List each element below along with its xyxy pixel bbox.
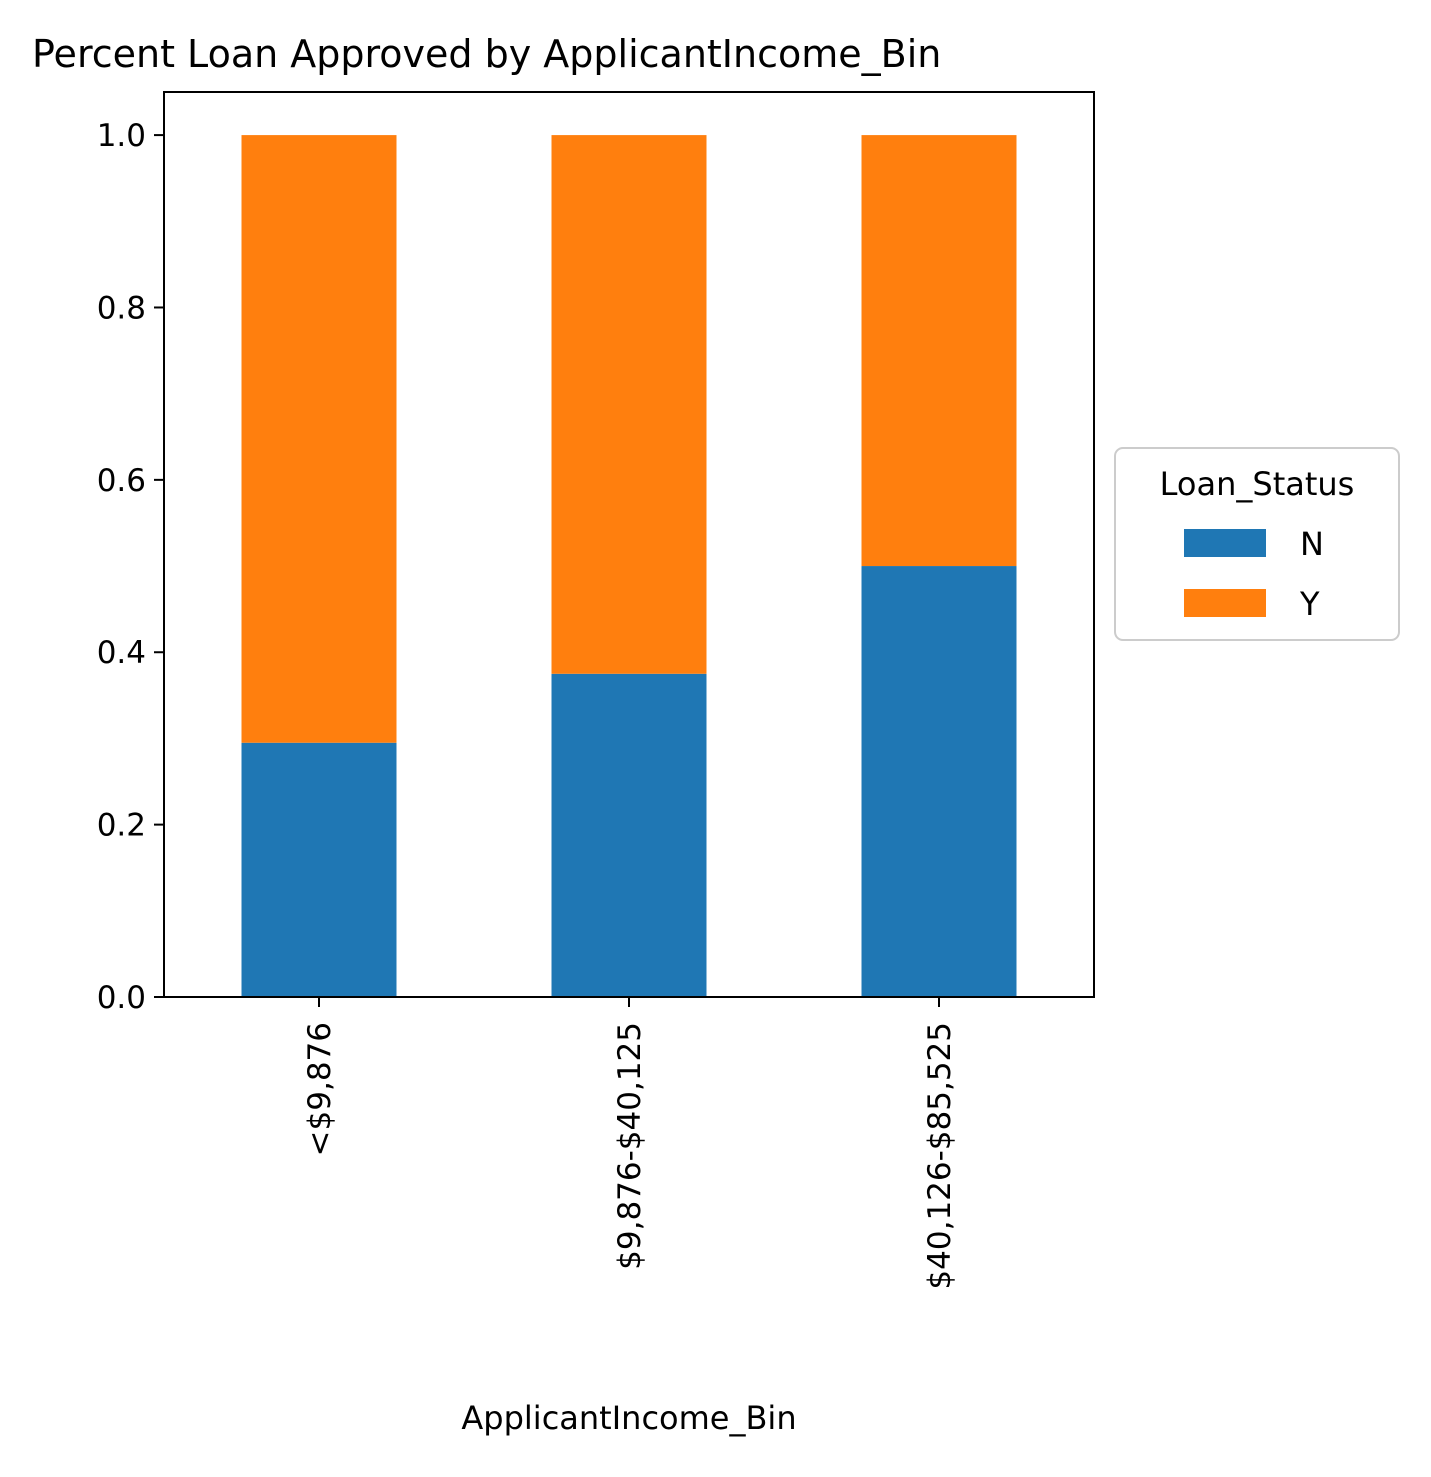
bar-N-0 <box>241 742 397 997</box>
x-tick-label-2: $40,126-$85,525 <box>922 1022 958 1290</box>
y-tick-label-2: 0.4 <box>97 635 146 671</box>
y-tick-label-4: 0.8 <box>97 290 146 326</box>
bar-Y-2 <box>861 135 1017 567</box>
x-axis-label: ApplicantIncome_Bin <box>461 1399 796 1437</box>
bar-N-1 <box>551 673 707 997</box>
legend-swatch-N <box>1184 529 1266 557</box>
bar-N-2 <box>861 566 1017 997</box>
y-tick-label-5: 1.0 <box>97 118 146 154</box>
chart-title: Percent Loan Approved by ApplicantIncome… <box>32 32 941 76</box>
bars-layer <box>241 135 1017 997</box>
x-tick-label-1: $9,876-$40,125 <box>612 1022 648 1270</box>
legend-label-Y: Y <box>1299 585 1320 623</box>
legend: Loan_Status NY <box>1114 447 1400 641</box>
legend-title: Loan_Status <box>1160 465 1355 503</box>
y-tick-label-3: 0.6 <box>97 463 146 499</box>
bar-Y-0 <box>241 135 397 743</box>
legend-label-N: N <box>1300 525 1324 563</box>
legend-swatch-Y <box>1184 589 1266 617</box>
bar-Y-1 <box>551 135 707 674</box>
axes-layer: 0.0 0.2 0.4 0.6 0.8 1.0 <$9,876 $9,876-$40,125 $… <box>97 91 1095 1290</box>
y-tick-label-1: 0.2 <box>97 808 146 844</box>
x-tick-label-0: <$9,876 <box>302 1022 338 1156</box>
y-tick-label-0: 0.0 <box>97 980 146 1016</box>
